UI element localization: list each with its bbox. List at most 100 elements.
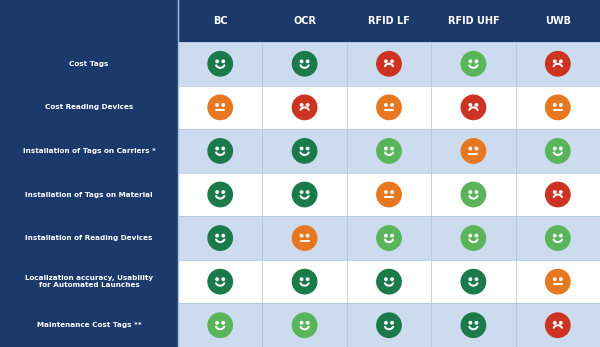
Circle shape <box>554 147 556 150</box>
Circle shape <box>216 235 218 237</box>
Text: Installation of Tags on Material: Installation of Tags on Material <box>25 192 153 197</box>
Circle shape <box>377 313 401 337</box>
Text: Localization accuracy, Usability
for Automated Launches: Localization accuracy, Usability for Aut… <box>25 275 153 288</box>
Circle shape <box>222 235 224 237</box>
Circle shape <box>391 104 393 106</box>
Circle shape <box>208 52 232 76</box>
Circle shape <box>391 147 393 150</box>
Circle shape <box>545 313 570 337</box>
Circle shape <box>377 95 401 120</box>
Circle shape <box>292 139 317 163</box>
Circle shape <box>216 322 218 324</box>
Circle shape <box>461 52 485 76</box>
Text: Maintenance Cost Tags **: Maintenance Cost Tags ** <box>37 322 142 328</box>
Text: UWB: UWB <box>545 16 571 26</box>
Circle shape <box>385 278 387 280</box>
Circle shape <box>222 60 224 62</box>
Text: RFID LF: RFID LF <box>368 16 410 26</box>
Circle shape <box>307 322 309 324</box>
Circle shape <box>292 226 317 250</box>
Circle shape <box>301 147 303 150</box>
Circle shape <box>307 60 309 62</box>
Circle shape <box>307 147 309 150</box>
Circle shape <box>208 139 232 163</box>
Circle shape <box>301 235 303 237</box>
Circle shape <box>469 235 472 237</box>
Circle shape <box>469 191 472 193</box>
Circle shape <box>307 278 309 280</box>
Bar <box>0 216 178 260</box>
Bar <box>178 260 600 303</box>
Circle shape <box>292 313 317 337</box>
Circle shape <box>560 104 562 106</box>
Circle shape <box>208 182 232 207</box>
Circle shape <box>554 322 556 324</box>
Circle shape <box>292 52 317 76</box>
Circle shape <box>475 278 478 280</box>
Text: Installation of Tags on Carriers *: Installation of Tags on Carriers * <box>23 148 155 154</box>
Bar <box>0 303 178 347</box>
Circle shape <box>391 278 393 280</box>
Bar <box>178 86 600 129</box>
Bar <box>178 303 600 347</box>
Circle shape <box>461 182 485 207</box>
Circle shape <box>469 60 472 62</box>
Circle shape <box>560 322 562 324</box>
Circle shape <box>461 139 485 163</box>
Circle shape <box>385 104 387 106</box>
Circle shape <box>560 191 562 193</box>
Circle shape <box>554 278 556 280</box>
Circle shape <box>385 147 387 150</box>
Circle shape <box>301 104 303 106</box>
Circle shape <box>216 104 218 106</box>
Circle shape <box>391 191 393 193</box>
Circle shape <box>385 322 387 324</box>
Circle shape <box>377 139 401 163</box>
Circle shape <box>377 182 401 207</box>
Circle shape <box>475 104 478 106</box>
Circle shape <box>385 235 387 237</box>
Circle shape <box>216 60 218 62</box>
Circle shape <box>560 147 562 150</box>
Circle shape <box>475 60 478 62</box>
Circle shape <box>222 191 224 193</box>
Bar <box>178 129 600 173</box>
Bar <box>0 173 178 216</box>
Circle shape <box>461 313 485 337</box>
Circle shape <box>301 278 303 280</box>
Circle shape <box>560 60 562 62</box>
Circle shape <box>461 95 485 120</box>
Text: RFID UHF: RFID UHF <box>448 16 499 26</box>
Circle shape <box>475 322 478 324</box>
Circle shape <box>292 269 317 294</box>
Circle shape <box>301 191 303 193</box>
Bar <box>0 260 178 303</box>
Circle shape <box>475 147 478 150</box>
Bar <box>0 86 178 129</box>
Bar <box>178 173 600 216</box>
Circle shape <box>461 226 485 250</box>
Circle shape <box>560 278 562 280</box>
Circle shape <box>222 278 224 280</box>
Circle shape <box>554 60 556 62</box>
Circle shape <box>545 95 570 120</box>
Circle shape <box>301 60 303 62</box>
Circle shape <box>554 235 556 237</box>
Circle shape <box>560 235 562 237</box>
Circle shape <box>222 322 224 324</box>
Circle shape <box>554 104 556 106</box>
Circle shape <box>554 191 556 193</box>
Circle shape <box>307 191 309 193</box>
Text: Installation of Reading Devices: Installation of Reading Devices <box>25 235 152 241</box>
Bar <box>0 42 178 86</box>
Bar <box>0 129 178 173</box>
Text: Cost Tags: Cost Tags <box>70 61 109 67</box>
Circle shape <box>469 104 472 106</box>
Circle shape <box>292 95 317 120</box>
Circle shape <box>545 139 570 163</box>
Circle shape <box>391 235 393 237</box>
Circle shape <box>545 52 570 76</box>
Circle shape <box>222 104 224 106</box>
Circle shape <box>222 147 224 150</box>
Text: OCR: OCR <box>293 16 316 26</box>
